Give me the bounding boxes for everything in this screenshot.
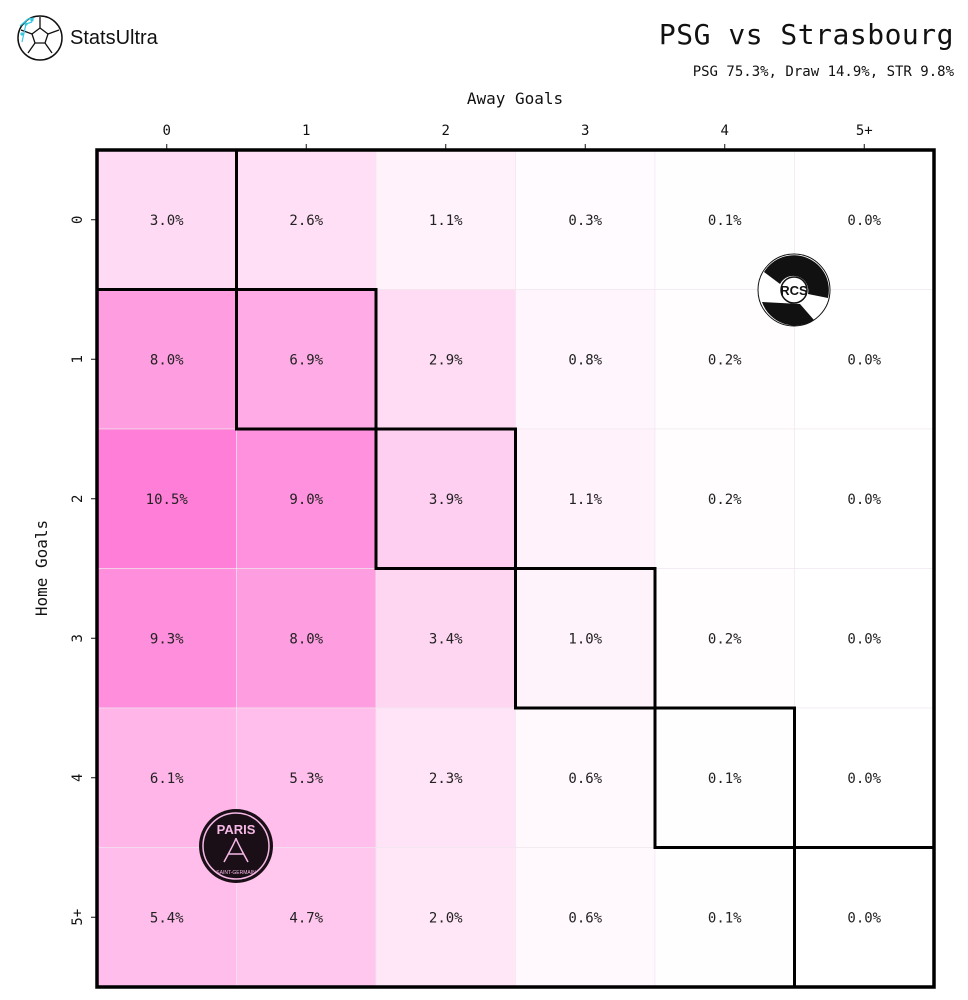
cell-0-3 [515,149,656,290]
cell-2-2 [375,428,516,569]
cell-label: 3.9% [429,492,463,508]
chart-subtitle: PSG 75.3%, Draw 14.9%, STR 9.8% [692,64,954,80]
x-tick-label: 0 [163,123,171,139]
cell-0-2 [375,149,516,290]
cell-label: 0.0% [847,213,881,229]
x-tick-label: 1 [302,123,310,139]
strasbourg-logo: RCS [757,253,831,327]
draw-cell-outline [514,567,657,710]
y-tick-label: 3 [70,634,86,642]
brand-name: StatsUltra [70,26,158,49]
y-axis-label: Home Goals [32,520,51,616]
cell-4-2 [375,707,516,848]
cell-2-1 [236,428,377,569]
cell-1-2 [375,289,516,430]
brand: StatsUltra [16,14,158,62]
cell-label: 2.3% [429,771,463,787]
cell-label: 9.3% [150,631,184,647]
cell-0-0 [96,149,237,290]
cell-2-5 [794,428,935,569]
cell-5-5 [794,847,935,988]
cell-2-0 [96,428,237,569]
cell-label: 3.4% [429,631,463,647]
x-tick-label: 3 [581,123,589,139]
cell-3-5 [794,568,935,709]
cell-label: 0.0% [847,352,881,368]
cell-label: 1.1% [429,213,463,229]
cell-label: 0.0% [847,910,881,926]
x-tick-label: 4 [721,123,729,139]
cell-3-4 [654,568,795,709]
cell-label: 6.1% [150,771,184,787]
cell-label: 9.0% [289,492,323,508]
y-tick-label: 0 [70,216,86,224]
cell-label: 2.9% [429,352,463,368]
cell-1-1 [236,289,377,430]
cell-label: 6.9% [289,352,323,368]
cell-1-3 [515,289,656,430]
x-axis-label: Away Goals [467,89,563,108]
cell-label: 1.1% [568,492,602,508]
cell-2-4 [654,428,795,569]
cell-label: 0.1% [708,213,742,229]
cell-label: 8.0% [150,352,184,368]
cell-4-5 [794,707,935,848]
cell-2-3 [515,428,656,569]
cell-label: 0.0% [847,492,881,508]
cell-label: 0.6% [568,910,602,926]
svg-text:RCS: RCS [780,283,808,298]
cell-label: 5.3% [289,771,323,787]
x-tick-label: 2 [442,123,450,139]
cell-label: 8.0% [289,631,323,647]
y-tick-label: 1 [70,355,86,363]
cell-label: 0.3% [568,213,602,229]
cell-5-4 [654,847,795,988]
draw-cell-outline [374,427,517,570]
x-tick-label: 5+ [856,123,873,139]
cell-3-0 [96,568,237,709]
cell-label: 0.2% [708,352,742,368]
svg-text:SAINT-GERMAIN: SAINT-GERMAIN [216,870,256,876]
cell-label: 4.7% [289,910,323,926]
cell-label: 10.5% [146,492,189,508]
y-tick-label: 2 [70,495,86,503]
cell-label: 2.6% [289,213,323,229]
cell-label: 2.0% [429,910,463,926]
cell-label: 0.0% [847,771,881,787]
cell-5-3 [515,847,656,988]
cell-label: 1.0% [568,631,602,647]
draw-cell-outline [235,288,378,431]
draw-cell-outline [653,706,796,849]
cell-label: 0.6% [568,771,602,787]
cell-label: 5.4% [150,910,184,926]
cell-label: 0.2% [708,631,742,647]
plot-border [95,148,936,989]
cell-label: 0.0% [847,631,881,647]
y-tick-label: 5+ [70,909,86,926]
cell-3-2 [375,568,516,709]
svg-text:PARIS: PARIS [217,822,256,837]
cell-label: 0.1% [708,910,742,926]
psg-logo: PARIS SAINT-GERMAIN [199,809,273,883]
cell-label: 0.8% [568,352,602,368]
cell-label: 3.0% [150,213,184,229]
soccer-ball-icon [17,15,63,61]
cell-3-3 [515,568,656,709]
cell-5-2 [375,847,516,988]
chart-title: PSG vs Strasbourg [658,18,954,51]
cell-0-1 [236,149,377,290]
cell-label: 0.2% [708,492,742,508]
y-tick-label: 4 [70,774,86,782]
cell-label: 0.1% [708,771,742,787]
